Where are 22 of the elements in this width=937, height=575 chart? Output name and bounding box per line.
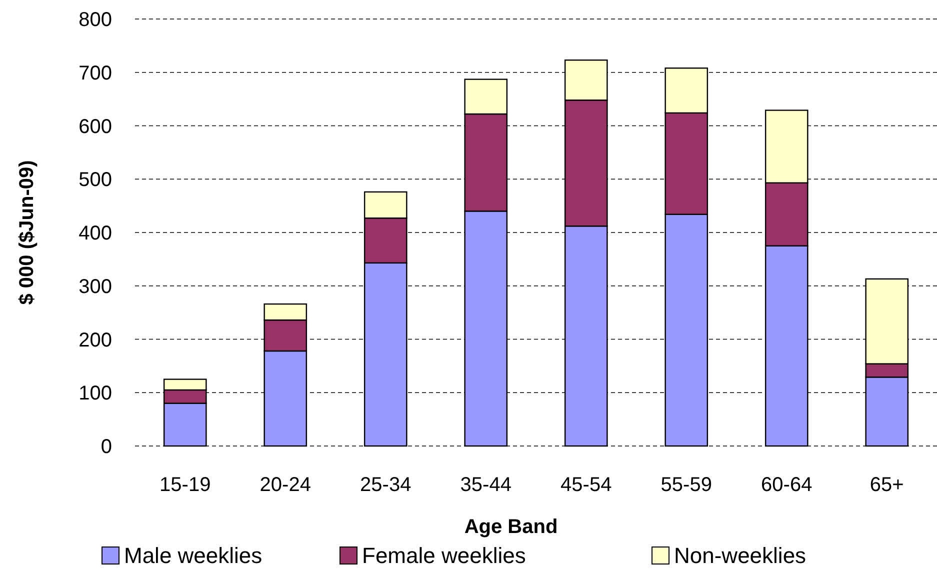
y-tick-label: 0 [100, 436, 112, 458]
x-tick-label: 25-34 [360, 474, 412, 496]
legend-label: Male weeklies [124, 543, 262, 568]
x-tick-label: 20-24 [260, 474, 311, 496]
x-tick-label: 35-44 [460, 474, 512, 496]
y-tick-label: 400 [78, 222, 112, 244]
x-tick-label: 60-64 [761, 474, 812, 496]
y-tick-label: 700 [78, 62, 112, 84]
y-tick-label: 100 [78, 382, 112, 405]
x-tick-label: 45-54 [560, 474, 612, 496]
y-tick-label: 200 [78, 329, 112, 352]
y-tick-label: 600 [78, 116, 112, 138]
legend-label: Non-weeklies [674, 543, 806, 568]
x-tick-label: 55-59 [660, 474, 712, 496]
y-axis-title: $ 000 ($Jun-09) [16, 160, 38, 305]
y-tick-label: 800 [78, 9, 112, 31]
x-tick-label: 15-19 [160, 474, 211, 496]
legend-label: Female weeklies [362, 543, 526, 568]
y-tick-label: 500 [78, 169, 112, 192]
x-tick-label: 65+ [870, 474, 904, 496]
y-tick-label: 300 [78, 276, 112, 298]
x-axis-title: Age Band [464, 516, 558, 538]
